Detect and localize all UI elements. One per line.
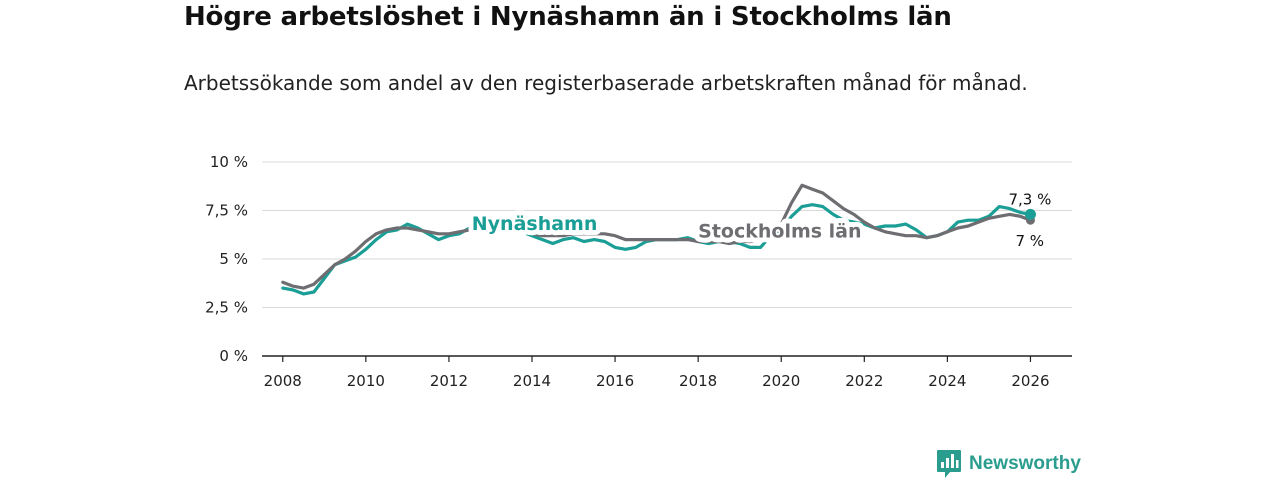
series-label-nynashamn-halo: Nynäshamn [472,213,598,235]
series-line-stockholms-lan [281,183,1033,290]
gridlines [262,161,1072,308]
y-tick-label: 10 % [210,153,248,171]
series-label-stockholms-lan-halo: Stockholms län [698,221,861,243]
y-axis-ticks: 0 % 2,5 % 5 % 7,5 % 10 % [205,153,248,365]
x-tick-label: 2024 [928,372,966,390]
x-tick-label: 2020 [762,372,800,390]
series-line-nynashamn [281,203,1033,296]
x-tick-label: 2014 [513,372,551,390]
chart-title: Högre arbetslöshet i Nynäshamn än i Stoc… [184,2,952,32]
end-label-stockholms-lan: 7 % [1015,232,1044,250]
y-tick-label: 2,5 % [205,299,248,317]
series-label-nynashamn: Nynäshamn [472,213,598,235]
end-label-nynashamn: 7,3 % [1008,190,1051,208]
x-tick-label: 2008 [264,372,302,390]
x-tick-label: 2012 [430,372,468,390]
x-tick-label: 2018 [679,372,717,390]
x-tick-label: 2016 [596,372,634,390]
y-tick-label: 0 % [219,347,248,365]
end-point-nynashamn [1024,208,1036,220]
newsworthy-logo: Newsworthy [936,449,1081,479]
chart-subtitle: Arbetssökande som andel av den registerb… [184,71,1028,95]
brand-name: Newsworthy [969,453,1081,474]
x-tick-label: 2026 [1011,372,1049,390]
y-tick-label: 7,5 % [205,202,248,220]
x-tick-label: 2022 [845,372,883,390]
x-tick-label: 2010 [347,372,385,390]
series-label-stockholms-lan: Stockholms län [698,221,861,243]
newsworthy-bar-chart-icon [937,450,961,478]
x-axis-ticks: 2008 2010 2012 2014 2016 2018 2020 2022 2024 2026 [262,355,1072,390]
series-lines [281,183,1036,296]
y-tick-label: 5 % [219,250,248,268]
